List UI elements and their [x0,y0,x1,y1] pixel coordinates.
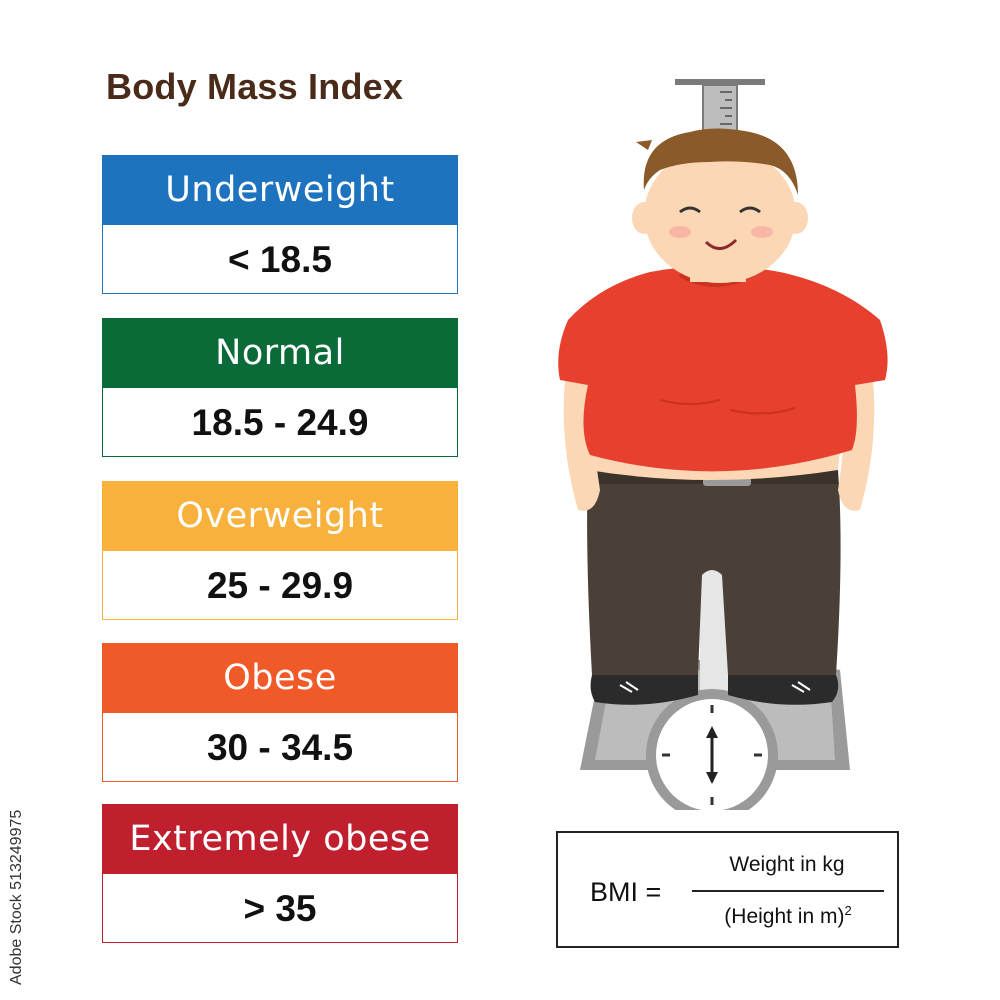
category-label: Extremely obese [102,804,458,874]
category-label: Normal [102,318,458,388]
category-label: Overweight [102,481,458,551]
category-range: 30 - 34.5 [102,713,458,782]
stock-id-number: 513249975 [8,809,25,890]
person-on-scale-illustration [558,79,888,810]
category-label: Obese [102,643,458,713]
formula-denominator-text: (Height in m) [724,905,845,928]
category-range: 25 - 29.9 [102,551,458,620]
bmi-category-card: Obese 30 - 34.5 [102,643,458,782]
hair-icon [636,128,798,195]
shirt-icon [558,266,888,472]
bmi-category-card: Overweight 25 - 29.9 [102,481,458,620]
stock-watermark-text: Adobe Stock [8,894,25,985]
formula-denominator: (Height in m)2 [692,903,884,929]
formula-numerator: Weight in kg [729,853,845,876]
category-range: 18.5 - 24.9 [102,388,458,457]
face-icon [632,128,808,283]
belly-icon [588,450,840,480]
formula-exponent: 2 [844,903,852,918]
page-title: Body Mass Index [106,66,404,107]
bmi-formula-box: BMI = Weight in kg (Height in m)2 [556,831,899,948]
bmi-category-card: Underweight < 18.5 [102,155,458,294]
stock-id-text: Adobe Stock 513249975 [8,810,26,985]
bmi-category-card: Normal 18.5 - 24.9 [102,318,458,457]
category-range: < 18.5 [102,225,458,294]
category-label: Underweight [102,155,458,225]
formula-lhs: BMI = [590,877,662,907]
category-range: > 35 [102,874,458,943]
height-ruler-icon [675,79,765,136]
fraction-bar [692,890,884,892]
shoes-icon [590,675,839,705]
bmi-category-card: Extremely obese > 35 [102,804,458,943]
